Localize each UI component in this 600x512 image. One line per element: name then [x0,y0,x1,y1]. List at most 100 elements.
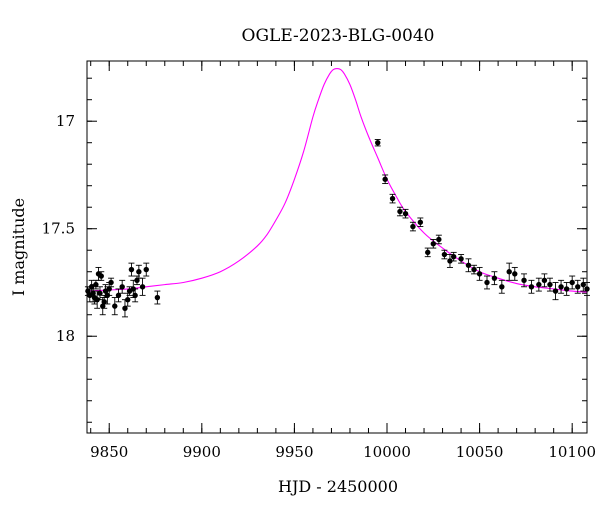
data-point [374,139,381,147]
data-point [558,279,565,294]
x-tick-label: 9850 [90,443,128,461]
data-point [546,277,553,292]
data-point [574,279,581,294]
data-marker [375,140,381,146]
data-marker [122,305,128,311]
data-point [430,239,437,249]
data-marker [436,236,442,243]
data-marker [580,281,586,288]
data-marker [112,303,118,309]
data-marker [85,288,91,294]
data-marker [134,277,140,284]
data-marker [119,284,125,290]
data-marker [389,195,396,202]
data-marker [547,281,553,288]
data-point [465,258,472,273]
data-point [108,277,115,288]
data-marker [154,294,161,301]
y-axis-label: I magnitude [9,198,28,296]
data-marker [97,290,103,296]
data-point [580,277,587,292]
data-marker [528,284,535,290]
data-marker [425,249,431,256]
data-marker [458,256,464,262]
data-point [471,264,478,275]
data-marker [491,275,498,281]
data-point [584,282,590,296]
data-point [396,206,403,217]
data-point [128,262,135,277]
data-point [119,279,126,294]
x-tick-label: 10050 [456,443,504,461]
data-point [450,251,457,262]
data-marker [465,262,472,268]
data-point [143,262,150,277]
data-point [491,271,498,286]
data-point [552,282,559,301]
data-marker [101,299,107,305]
data-point [154,290,161,305]
data-point [484,275,490,290]
data-marker [382,176,388,182]
data-marker [430,241,436,247]
data-marker [98,273,104,279]
model-curve-layer [86,67,588,293]
x-tick-label: 10100 [548,443,596,461]
data-marker [143,266,149,273]
data-marker [108,279,114,286]
data-marker [106,286,112,292]
data-marker [569,279,575,286]
data-marker [512,271,518,277]
data-point [458,254,465,264]
data-point [91,290,98,305]
tick-labels: 9850 9900 9950 10000 10050 10100 17 17.5 18 [42,112,596,461]
data-marker [476,271,483,277]
data-point [382,174,389,185]
data-point [511,266,518,281]
data-marker [536,281,542,288]
data-point [541,273,548,288]
data-point [389,193,396,204]
data-marker [558,284,564,290]
data-marker [441,251,448,258]
data-point [111,297,118,316]
x-tick-label: 9950 [275,443,313,461]
data-point [417,217,424,228]
data-marker [541,277,548,284]
data-point [135,264,142,279]
data-marker [397,208,403,215]
data-marker [471,266,477,273]
x-tick-label: 9900 [183,443,221,461]
data-point [569,275,576,290]
data-point [535,277,542,292]
data-marker [575,284,581,290]
plot-frame [86,60,588,434]
data-marker [410,223,416,230]
data-point [435,234,442,245]
data-marker [402,210,409,217]
axis-ticks [87,61,587,433]
x-tick-label: 10000 [363,443,411,461]
data-marker [499,284,505,290]
y-tick-label: 17.5 [42,220,75,238]
y-tick-label: 18 [56,327,75,345]
data-marker [128,266,135,273]
data-point [96,286,103,301]
data-point [521,273,528,288]
data-point [476,266,483,281]
data-marker [450,253,457,260]
data-marker [139,284,146,290]
data-marker [132,292,138,299]
x-axis-label: HJD - 2450000 [278,477,398,496]
data-marker [552,288,559,294]
data-marker [484,279,490,286]
data-points-layer [84,139,590,318]
data-marker [136,269,142,275]
data-marker [447,258,453,264]
data-marker [506,269,512,275]
data-marker [93,281,99,288]
data-point [139,277,146,296]
data-point [132,288,139,303]
data-point [409,221,416,232]
